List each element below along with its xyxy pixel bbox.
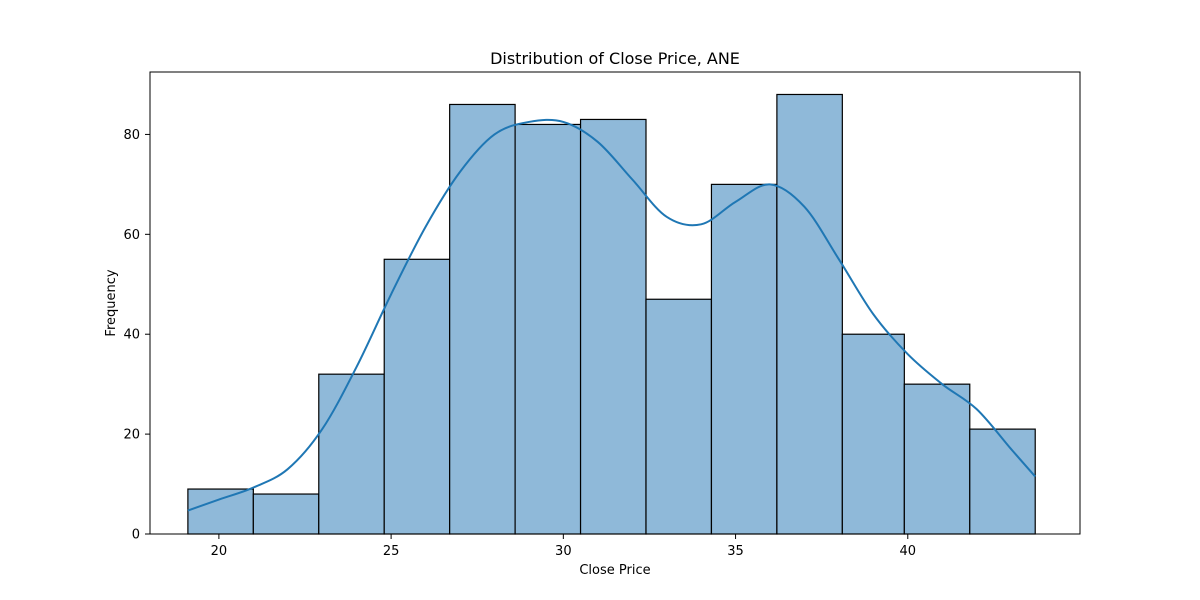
x-tick-label: 25 [383,544,400,559]
y-tick-label: 80 [123,128,140,143]
histogram-bar [645,298,713,535]
plot-frame [149,71,1081,535]
bars-group [187,93,1036,535]
chart-title: Distribution of Close Price, ANE [490,49,740,68]
histogram-bar [710,183,778,535]
y-axis-label: Frequency [104,269,119,336]
x-tick-label: 20 [211,544,228,559]
histogram-bar [776,93,843,535]
histogram-bar [841,333,905,535]
y-tick-label: 20 [123,428,140,443]
kde-group [187,118,1036,512]
y-axis-ticks: 0 20 40 60 80 [123,128,150,543]
x-axis-ticks: 20 25 30 35 40 [211,534,916,559]
histogram-bar [514,123,582,535]
histogram-bar [969,428,1036,535]
x-tick-label: 40 [900,544,917,559]
histogram-bar [318,373,385,535]
histogram-bar [903,383,971,535]
x-axis-label: Close Price [579,563,650,578]
histogram-bar [187,488,254,535]
x-tick-label: 30 [555,544,572,559]
histogram-bar [449,103,516,535]
y-tick-label: 40 [123,328,140,343]
y-tick-label: 60 [123,228,140,243]
histogram-bar [383,258,451,535]
y-tick-label: 0 [132,528,140,543]
x-tick-label: 35 [727,544,744,559]
kde-line [187,118,1036,512]
histogram-bar [252,493,320,535]
histogram-bar [579,118,647,535]
